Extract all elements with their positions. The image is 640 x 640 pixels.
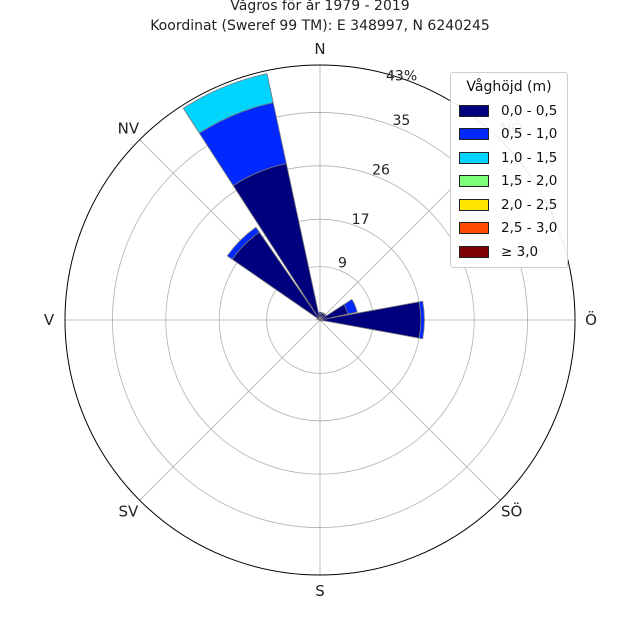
compass-label-S: S (315, 582, 325, 600)
legend-items: 0,0 - 0,5 0,5 - 1,0 1,0 - 1,5 1,5 - 2,0 2,0 … (459, 99, 559, 264)
radial-tick-label: 26 (372, 163, 390, 179)
bar-segment-Ö-1 (418, 300, 425, 340)
legend-label: ≥ 3,0 (501, 243, 539, 260)
radial-tick-label: 9 (338, 256, 347, 272)
bar-segment-ÖNÖ-1 (343, 298, 358, 315)
legend-label: 1,0 - 1,5 (501, 149, 558, 166)
grid-spoke (319, 319, 501, 501)
legend: Våghöjd (m) 0,0 - 0,5 0,5 - 1,0 1,0 - 1,5 1… (450, 72, 568, 268)
grid-spoke (139, 319, 321, 501)
bar-segment-NNV-2 (182, 73, 274, 134)
legend-label: 2,0 - 2,5 (501, 196, 558, 213)
compass-label-SÖ: SÖ (501, 502, 522, 521)
radial-tick-label: 35 (393, 113, 411, 129)
legend-item: 2,0 - 2,5 (459, 193, 559, 217)
bar-segment-Ö-0 (319, 301, 422, 339)
compass-label-V: V (44, 311, 55, 329)
legend-swatch (459, 198, 489, 211)
legend-swatch (459, 104, 489, 117)
legend-label: 2,5 - 3,0 (501, 220, 558, 237)
legend-label: 0,0 - 0,5 (501, 102, 558, 119)
legend-swatch (459, 175, 489, 188)
legend-swatch (459, 151, 489, 164)
legend-swatch (459, 128, 489, 141)
legend-item: ≥ 3,0 (459, 240, 559, 264)
bar-segment-NV-1 (226, 226, 260, 260)
legend-item: 1,5 - 2,0 (459, 170, 559, 194)
legend-swatch (459, 245, 489, 258)
outer-circle (64, 64, 576, 576)
compass-label-Ö: Ö (585, 310, 597, 329)
legend-label: 1,5 - 2,0 (501, 173, 558, 190)
legend-title: Våghöjd (m) (466, 79, 552, 95)
radial-tick-label: 17 (352, 212, 370, 228)
chart-subtitle: Koordinat (Sweref 99 TM): E 348997, N 62… (150, 18, 490, 34)
legend-item: 0,5 - 1,0 (459, 123, 559, 147)
compass-label-SV: SV (118, 503, 139, 521)
legend-label: 0,5 - 1,0 (501, 126, 558, 143)
legend-item: 1,0 - 1,5 (459, 146, 559, 170)
legend-item: 2,5 - 3,0 (459, 217, 559, 241)
chart-title: Vågros för år 1979 - 2019 (230, 0, 410, 14)
compass-label-N: N (314, 40, 325, 58)
compass-label-NV: NV (118, 119, 140, 137)
radial-max-label: 43% (386, 68, 417, 84)
legend-swatch (459, 222, 489, 235)
legend-item: 0,0 - 0,5 (459, 99, 559, 123)
